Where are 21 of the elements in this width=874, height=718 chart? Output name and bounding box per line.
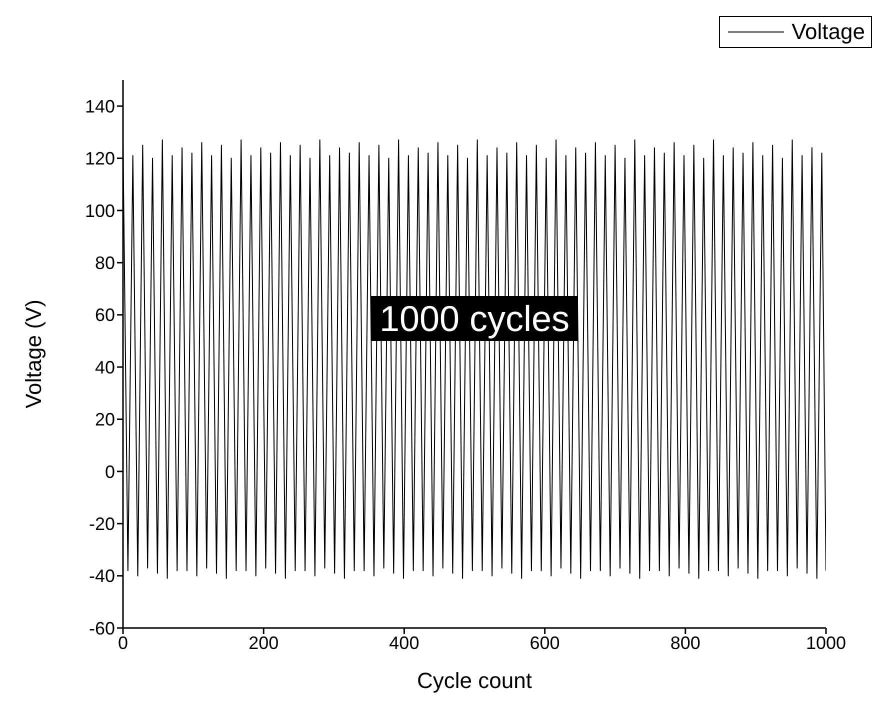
x-tick-label: 1000 (806, 632, 846, 653)
y-tick-label: -60 (88, 618, 115, 638)
y-tick-label: 80 (94, 253, 115, 274)
x-tick-label: 0 (118, 632, 128, 653)
y-tick-label: 60 (94, 305, 115, 326)
x-axis-title: Cycle count (417, 668, 532, 693)
y-axis-title: Voltage (V) (20, 300, 46, 408)
x-tick-label: 400 (389, 632, 420, 653)
y-tick-label: -40 (88, 566, 115, 586)
annotation: 1000 cycles (371, 296, 578, 341)
x-tick-label: 600 (530, 632, 560, 653)
y-tick-label: 120 (84, 148, 115, 169)
y-tick-label: 40 (94, 357, 115, 378)
x-tick-label: 800 (670, 632, 700, 653)
x-tick-label: 200 (248, 632, 279, 653)
y-tick-label: 0 (104, 462, 115, 482)
legend-label: Voltage (792, 19, 865, 45)
y-tick-label: 140 (84, 96, 115, 116)
y-tick-label: -20 (88, 514, 115, 534)
y-tick-label: 100 (84, 200, 115, 221)
y-tick-label: 20 (94, 410, 115, 430)
